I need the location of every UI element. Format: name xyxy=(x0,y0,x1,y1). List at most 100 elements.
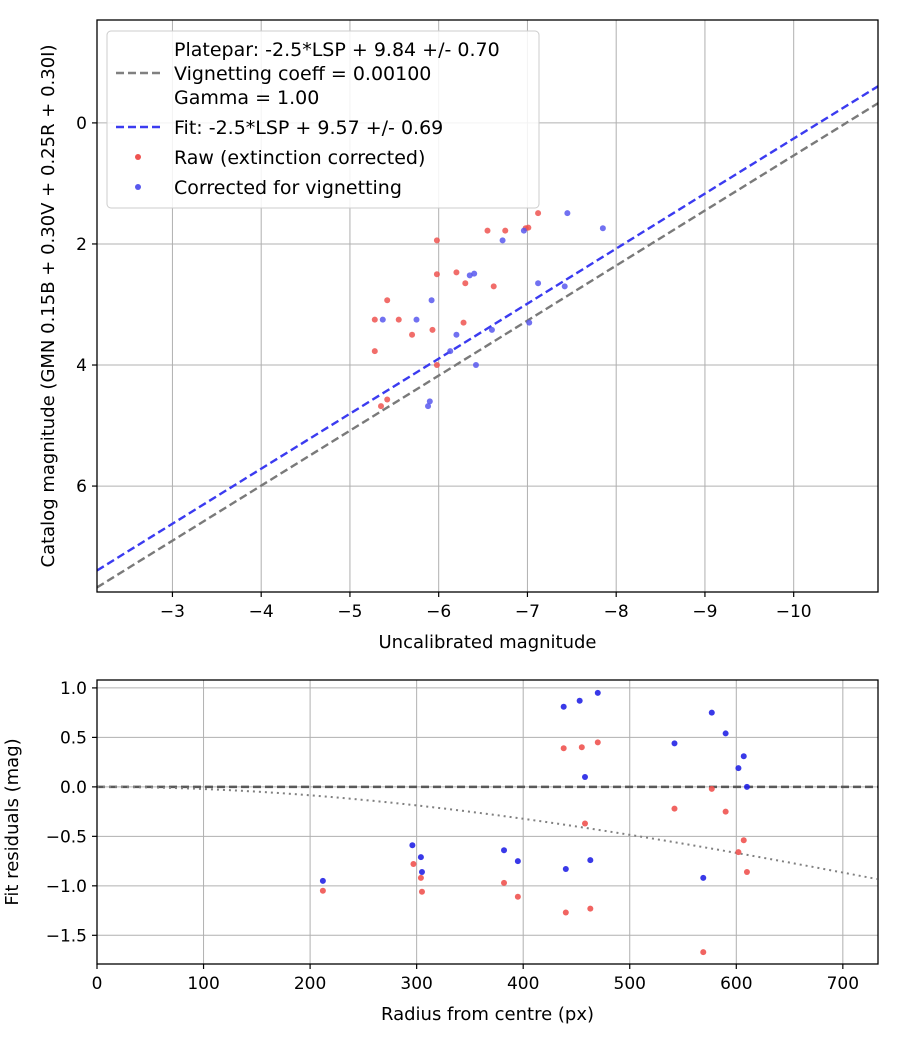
legend-entry: Raw (extinction corrected) xyxy=(174,147,425,169)
x-tick-label: 0 xyxy=(92,974,103,994)
data-point xyxy=(525,224,532,231)
data-point xyxy=(578,744,585,751)
data-point xyxy=(462,280,469,287)
data-point xyxy=(433,237,440,244)
y-tick-label: −1.5 xyxy=(46,926,87,946)
data-point xyxy=(581,773,588,780)
data-point xyxy=(409,331,416,338)
data-point xyxy=(735,765,742,772)
data-point xyxy=(587,857,594,864)
data-point xyxy=(594,689,601,696)
y-tick-label: 4 xyxy=(76,356,87,376)
x-tick-label: −8 xyxy=(604,602,629,622)
x-tick-label: −7 xyxy=(515,602,540,622)
fit-line xyxy=(97,85,878,572)
y-tick-label: −0.5 xyxy=(46,827,87,847)
data-point xyxy=(708,709,715,716)
data-point xyxy=(708,785,715,792)
data-point xyxy=(413,316,420,323)
x-axis-label: Radius from centre (px) xyxy=(381,1004,594,1025)
data-point xyxy=(410,861,417,868)
legend: Platepar: -2.5*LSP + 9.84 +/- 0.70Vignet… xyxy=(106,30,540,209)
y-tick-label: 2 xyxy=(76,235,87,255)
x-tick-label: −4 xyxy=(249,602,274,622)
x-tick-label: 500 xyxy=(614,974,646,994)
x-tick-label: −3 xyxy=(160,602,185,622)
legend-entry: Fit: -2.5*LSP + 9.57 +/- 0.69 xyxy=(174,117,443,139)
data-point xyxy=(587,905,594,912)
data-point xyxy=(426,398,433,405)
data-point xyxy=(409,842,416,849)
data-point xyxy=(395,316,402,323)
data-point xyxy=(384,396,391,403)
data-point xyxy=(560,703,567,710)
data-point xyxy=(428,297,435,304)
chart-panel-2: 0 100 200 300 400 500 600 700 1.0 0.5 0.0 −0.5 −1.0 −… xyxy=(2,679,879,1025)
data-point xyxy=(581,820,588,827)
x-axis-label: Uncalibrated magnitude xyxy=(378,632,596,653)
data-point xyxy=(384,297,391,304)
data-point xyxy=(490,283,497,290)
x-tick-label: 400 xyxy=(507,974,539,994)
data-point xyxy=(594,739,601,746)
data-point xyxy=(743,783,750,790)
data-point xyxy=(535,280,542,287)
legend-dot-swatch xyxy=(135,184,141,190)
y-tick-label: 6 xyxy=(76,477,87,497)
data-point xyxy=(371,348,378,355)
data-point xyxy=(501,847,508,854)
y-axis-label: Catalog magnitude (GMN 0.15B + 0.30V + 0… xyxy=(38,44,59,567)
plot-lines xyxy=(97,785,878,881)
y-tick-label: 0.5 xyxy=(60,728,87,748)
y-axis-label: Fit residuals (mag) xyxy=(2,738,23,905)
x-tick-label: 200 xyxy=(294,974,326,994)
data-point xyxy=(371,316,378,323)
y-tick-label: −1.0 xyxy=(46,877,87,897)
data-point xyxy=(433,362,440,369)
platepar-line xyxy=(97,102,878,589)
series-corrected xyxy=(379,210,606,410)
data-point xyxy=(499,237,506,244)
x-tick-label: 600 xyxy=(720,974,752,994)
legend-entry: Gamma = 1.00 xyxy=(174,87,319,109)
data-point xyxy=(447,348,454,355)
data-point xyxy=(514,893,521,900)
legend-box xyxy=(106,30,540,209)
data-point xyxy=(501,879,508,886)
data-point xyxy=(722,730,729,737)
data-point xyxy=(564,210,571,217)
data-point xyxy=(526,319,533,326)
data-point xyxy=(502,227,509,234)
data-point xyxy=(740,753,747,760)
plot-frame xyxy=(96,19,879,593)
data-point xyxy=(743,868,750,875)
data-point xyxy=(700,874,707,881)
data-point xyxy=(576,697,583,704)
data-point xyxy=(700,949,707,956)
data-point xyxy=(514,858,521,865)
data-point xyxy=(740,837,747,844)
plot-lines xyxy=(97,85,878,589)
data-point xyxy=(453,331,460,338)
x-tick-label: 700 xyxy=(827,974,859,994)
legend-entry: Platepar: -2.5*LSP + 9.84 +/- 0.70 xyxy=(174,39,500,61)
data-point xyxy=(599,225,606,232)
x-tick-label: −9 xyxy=(692,602,717,622)
data-point xyxy=(562,866,569,873)
data-point xyxy=(561,283,568,290)
x-tick-label: −6 xyxy=(426,602,451,622)
data-point xyxy=(671,805,678,812)
y-tick-label: 1.0 xyxy=(60,679,87,699)
y-tick-label: 0 xyxy=(76,114,87,134)
data-point xyxy=(425,403,432,410)
data-point xyxy=(378,403,384,410)
y-tick-label: 0.0 xyxy=(60,778,87,798)
plot-frame xyxy=(96,679,879,965)
x-tick-label: 300 xyxy=(400,974,432,994)
data-point xyxy=(433,271,440,278)
legend-entry: Corrected for vignetting xyxy=(174,177,402,199)
series-raw xyxy=(319,739,750,956)
data-point xyxy=(417,854,424,861)
